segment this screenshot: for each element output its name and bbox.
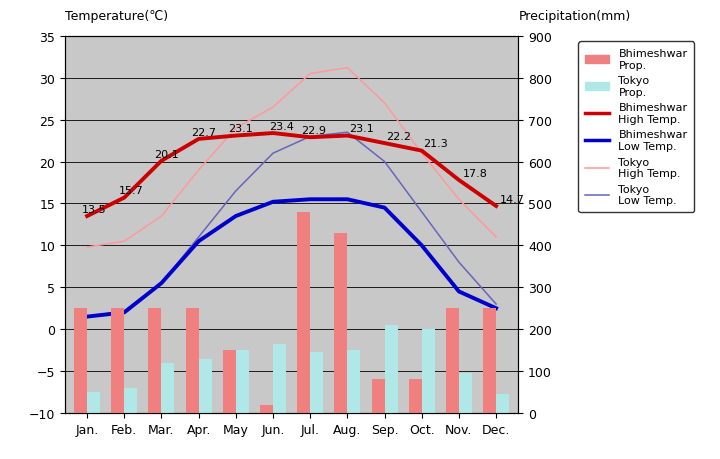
Bar xyxy=(199,359,212,413)
Bar xyxy=(496,394,509,413)
Text: 21.3: 21.3 xyxy=(423,139,449,149)
Bar xyxy=(422,330,435,413)
Text: 22.7: 22.7 xyxy=(192,128,216,137)
Bar xyxy=(334,233,347,413)
Legend: Bhimeshwar
Prop., Tokyo
Prop., Bhimeshwar
High Temp., Bhimeshwar
Low Temp., Toky: Bhimeshwar Prop., Tokyo Prop., Bhimeshwa… xyxy=(578,42,694,213)
Bar xyxy=(87,392,100,413)
Bar xyxy=(384,325,397,413)
Bar xyxy=(372,380,384,413)
Bar xyxy=(148,308,161,413)
Text: 15.7: 15.7 xyxy=(119,186,143,196)
Bar xyxy=(186,308,199,413)
Bar xyxy=(260,405,273,413)
Bar xyxy=(483,308,496,413)
Bar xyxy=(273,344,286,413)
Bar xyxy=(112,308,125,413)
Bar xyxy=(236,350,249,413)
Text: 20.1: 20.1 xyxy=(154,149,179,159)
Bar xyxy=(74,308,87,413)
Bar xyxy=(347,350,361,413)
Bar xyxy=(297,213,310,413)
Text: 22.9: 22.9 xyxy=(301,126,326,136)
Text: Precipitation(mm): Precipitation(mm) xyxy=(518,10,631,23)
Text: 23.1: 23.1 xyxy=(228,124,253,134)
Bar xyxy=(459,373,472,413)
Text: 23.4: 23.4 xyxy=(269,122,294,132)
Bar xyxy=(125,388,138,413)
Text: 22.2: 22.2 xyxy=(387,132,411,141)
Bar xyxy=(222,350,236,413)
Bar xyxy=(310,353,323,413)
Bar xyxy=(161,363,174,413)
Text: 13.5: 13.5 xyxy=(81,204,106,214)
Text: 23.1: 23.1 xyxy=(349,124,374,134)
Text: 14.7: 14.7 xyxy=(500,194,525,204)
Bar xyxy=(409,380,422,413)
Text: Temperature(℃): Temperature(℃) xyxy=(65,10,168,23)
Text: 17.8: 17.8 xyxy=(463,168,487,179)
Bar xyxy=(446,308,459,413)
